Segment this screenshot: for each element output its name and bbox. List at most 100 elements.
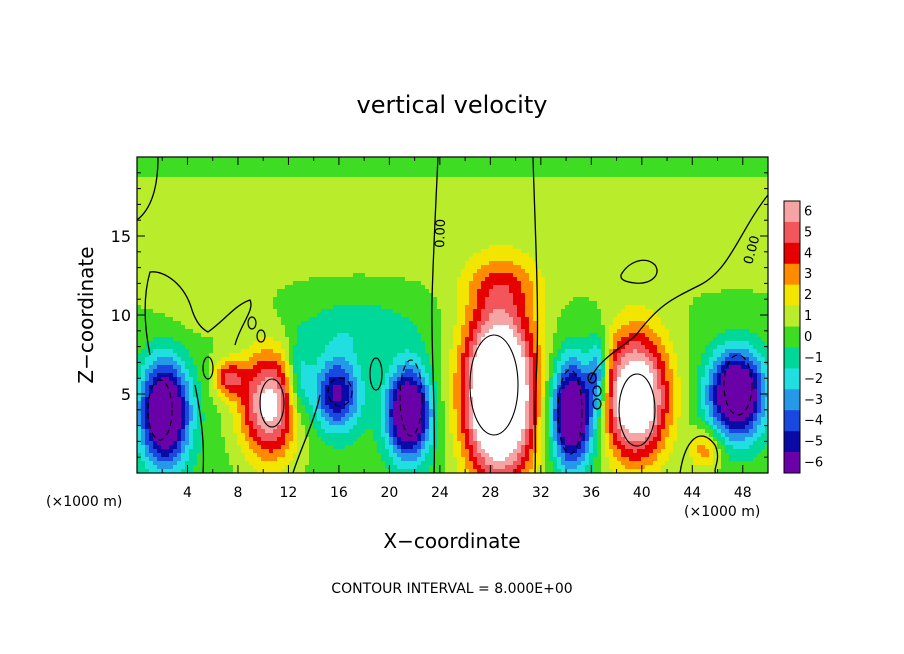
field-cell bbox=[381, 333, 386, 338]
field-cell bbox=[309, 333, 314, 338]
field-cell bbox=[289, 337, 294, 342]
field-cell bbox=[337, 381, 342, 386]
field-cell bbox=[269, 397, 274, 402]
field-cell bbox=[369, 449, 374, 454]
field-cell bbox=[261, 273, 266, 278]
field-cell bbox=[353, 225, 358, 230]
field-cell bbox=[241, 201, 246, 206]
field-cell bbox=[249, 249, 254, 254]
field-cell bbox=[293, 209, 298, 214]
field-cell bbox=[189, 233, 194, 238]
field-cell bbox=[237, 333, 242, 338]
field-cell bbox=[213, 341, 218, 346]
field-cell bbox=[321, 173, 326, 178]
field-cell bbox=[233, 389, 238, 394]
field-cell bbox=[389, 213, 394, 218]
field-cell bbox=[221, 417, 226, 422]
field-cell bbox=[245, 465, 250, 470]
field-cell bbox=[253, 425, 258, 430]
field-cell bbox=[225, 337, 230, 342]
field-cell bbox=[333, 433, 338, 438]
field-cell bbox=[313, 209, 318, 214]
field-cell bbox=[257, 385, 262, 390]
field-cell bbox=[305, 233, 310, 238]
field-cell bbox=[377, 257, 382, 262]
field-cell bbox=[329, 457, 334, 462]
field-cell bbox=[297, 341, 302, 346]
field-cell bbox=[273, 253, 278, 258]
field-cell bbox=[293, 433, 298, 438]
field-cell bbox=[325, 209, 330, 214]
field-cell bbox=[257, 417, 262, 422]
field-cell bbox=[201, 345, 206, 350]
field-cell bbox=[177, 253, 182, 258]
field-cell bbox=[345, 197, 350, 202]
field-cell bbox=[349, 329, 354, 334]
field-cell bbox=[385, 425, 390, 430]
field-cell bbox=[277, 441, 282, 446]
field-cell bbox=[353, 281, 358, 286]
field-cell bbox=[169, 313, 174, 318]
field-cell bbox=[233, 401, 238, 406]
field-cell bbox=[157, 185, 162, 190]
field-cell bbox=[149, 225, 154, 230]
field-cell bbox=[269, 165, 274, 170]
field-cell bbox=[189, 373, 194, 378]
field-cell bbox=[221, 353, 226, 358]
field-cell bbox=[341, 397, 346, 402]
field-cell bbox=[265, 317, 270, 322]
field-cell bbox=[273, 161, 278, 166]
field-cell bbox=[261, 453, 266, 458]
field-cell bbox=[261, 225, 266, 230]
field-cell bbox=[221, 321, 226, 326]
field-cell bbox=[205, 169, 210, 174]
field-cell bbox=[157, 461, 162, 466]
field-cell bbox=[333, 257, 338, 262]
field-cell bbox=[341, 321, 346, 326]
field-cell bbox=[349, 221, 354, 226]
field-cell bbox=[205, 333, 210, 338]
field-cell bbox=[309, 189, 314, 194]
field-cell bbox=[277, 349, 282, 354]
field-cell bbox=[165, 189, 170, 194]
field-cell bbox=[149, 445, 154, 450]
field-cell bbox=[237, 457, 242, 462]
field-cell bbox=[153, 209, 158, 214]
field-cell bbox=[373, 409, 378, 414]
field-cell bbox=[181, 257, 186, 262]
field-cell bbox=[165, 393, 170, 398]
field-cell bbox=[353, 273, 358, 278]
field-cell bbox=[205, 157, 210, 162]
field-cell bbox=[361, 305, 366, 310]
field-cell bbox=[313, 289, 318, 294]
field-cell bbox=[285, 305, 290, 310]
field-cell bbox=[281, 461, 286, 466]
field-cell bbox=[221, 297, 226, 302]
field-cell bbox=[149, 377, 154, 382]
field-cell bbox=[309, 173, 314, 178]
field-cell bbox=[257, 381, 262, 386]
field-cell bbox=[165, 165, 170, 170]
field-cell bbox=[177, 297, 182, 302]
field-cell bbox=[229, 457, 234, 462]
field-cell bbox=[325, 445, 330, 450]
field-cell bbox=[237, 181, 242, 186]
field-cell bbox=[281, 413, 286, 418]
field-cell bbox=[233, 181, 238, 186]
field-cell bbox=[289, 165, 294, 170]
field-cell bbox=[377, 249, 382, 254]
field-cell bbox=[281, 305, 286, 310]
field-cell bbox=[161, 425, 166, 430]
field-cell bbox=[313, 197, 318, 202]
field-cell bbox=[149, 237, 154, 242]
field-cell bbox=[265, 249, 270, 254]
field-cell bbox=[369, 417, 374, 422]
field-cell bbox=[317, 221, 322, 226]
field-cell bbox=[149, 441, 154, 446]
field-cell bbox=[357, 161, 362, 166]
field-cell bbox=[341, 357, 346, 362]
field-cell bbox=[253, 345, 258, 350]
field-cell bbox=[381, 401, 386, 406]
field-cell bbox=[377, 205, 382, 210]
field-cell bbox=[377, 237, 382, 242]
